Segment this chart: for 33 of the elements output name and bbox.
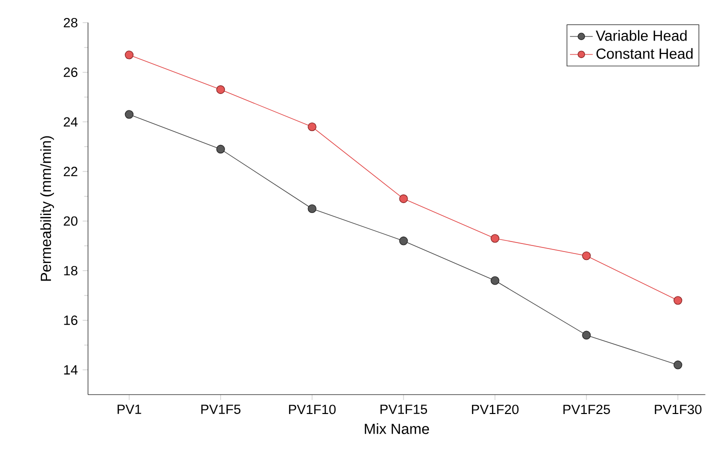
y-tick-label: 16 <box>64 316 78 325</box>
x-tick-label: PV1F30 <box>654 404 702 414</box>
point <box>582 330 591 340</box>
y-tick-label: 26 <box>64 68 78 77</box>
y-tick-label: 14 <box>64 365 78 374</box>
x-tick-label: PV1F10 <box>289 404 336 414</box>
y-tick-label: 20 <box>64 216 78 226</box>
x-tick-label: PV1F5 <box>201 404 240 414</box>
point <box>308 204 316 213</box>
point <box>674 296 682 305</box>
point <box>216 144 225 154</box>
legend-label: Constant Head <box>596 48 693 59</box>
x-tick-label: PV1F15 <box>380 404 428 414</box>
y-tick-label: 22 <box>64 166 78 176</box>
point <box>490 234 500 243</box>
point <box>399 236 408 246</box>
legend-label: Variable Head <box>596 30 687 41</box>
point <box>490 276 500 285</box>
point <box>124 110 134 119</box>
point <box>216 85 225 94</box>
x-tick-label: PV1 <box>118 404 142 414</box>
y-tick-label: 18 <box>64 266 78 276</box>
point <box>308 122 316 132</box>
point <box>399 194 408 204</box>
point <box>124 50 134 60</box>
y-axis-title: Permeability (mm/min) <box>40 136 54 281</box>
y-tick-label: 24 <box>64 117 78 127</box>
point <box>674 360 682 370</box>
y-tick-label: 28 <box>64 18 78 28</box>
x-axis-title: Mix Name <box>364 423 429 434</box>
x-tick-label: PV1F25 <box>563 404 610 414</box>
point <box>582 251 591 260</box>
x-tick-label: PV1F20 <box>472 404 519 414</box>
